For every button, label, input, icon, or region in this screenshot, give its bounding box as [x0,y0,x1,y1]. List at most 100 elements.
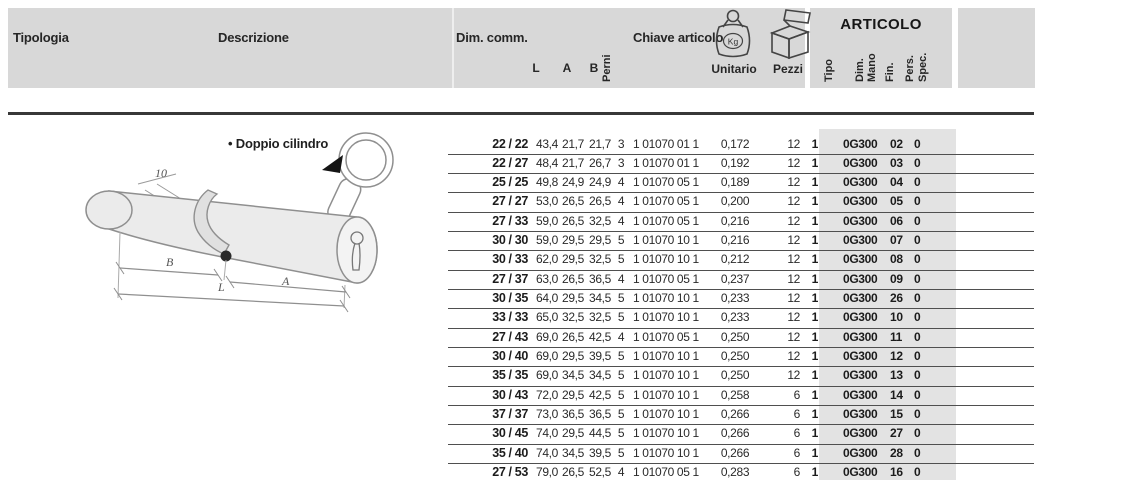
cell-b: 44,5 [589,426,611,441]
table-row: 30 / 30 59,0 29,5 29,5 5 1 01070 10 1 0,… [448,231,1034,252]
cell-article-dim: 11 [890,329,902,344]
table-row: 22 / 22 43,4 21,7 21,7 3 1 01070 01 1 0,… [448,135,1034,155]
cell-article-dim: 08 [890,252,903,267]
table-row: 30 / 33 62,0 29,5 32,5 5 1 01070 10 1 0,… [448,250,1034,271]
cell-size: 27 / 33 [492,213,528,228]
cell-a: 34,5 [562,445,584,460]
cell-b: 34,5 [589,368,611,383]
cell-article-tipo: 0G300 [843,310,878,325]
cell-l: 62,0 [536,252,558,267]
cell-b: 39,5 [589,445,611,460]
table-row: 27 / 37 63,0 26,5 36,5 4 1 01070 05 1 0,… [448,270,1034,291]
cell-article-prefix: 1 [811,213,819,228]
cell-b: 36,5 [589,407,611,422]
cell-article-tipo: 0G300 [843,136,878,151]
cell-chiave-articolo: 1 01070 05 1 [633,329,699,344]
cell-pezzi: 6 [793,445,801,460]
cell-a: 21,7 [562,136,584,151]
cell-article-fin: 0 [914,155,921,170]
header-band-articolo [810,8,952,88]
cell-article-dim: 12 [890,349,903,364]
cell-unitario: 0,266 [720,426,750,441]
cell-b: 32,5 [589,252,611,267]
weight-kg-icon: Kg [715,9,751,58]
cell-article-prefix: 1 [811,310,819,325]
cell-chiave-articolo: 1 01070 01 1 [633,155,699,170]
cell-size: 25 / 25 [492,175,528,190]
cell-a: 26,5 [562,271,584,286]
table-row: 30 / 35 64,0 29,5 34,5 5 1 01070 10 1 0,… [448,289,1034,310]
cell-l: 64,0 [536,291,558,306]
cell-pezzi: 6 [793,465,801,480]
cell-unitario: 0,258 [720,387,750,402]
cell-article-dim: 15 [890,407,903,422]
cell-b: 32,5 [589,310,611,325]
cell-size: 27 / 53 [492,465,528,480]
cell-l: 48,4 [536,155,558,170]
cell-chiave-articolo: 1 01070 10 1 [633,407,699,422]
column-header-perni: Perni [601,54,613,82]
cell-article-fin: 0 [914,233,921,248]
cell-perni: 5 [617,368,625,383]
cell-unitario: 0,250 [720,329,750,344]
cell-chiave-articolo: 1 01070 10 1 [633,291,699,306]
cell-article-dim: 04 [890,175,903,190]
header-column-separator [452,8,454,88]
cell-article-dim: 14 [890,387,903,402]
cell-article-fin: 0 [914,465,921,480]
cell-article-tipo: 0G300 [843,368,878,383]
cell-chiave-articolo: 1 01070 05 1 [633,213,699,228]
cell-a: 26,5 [562,194,584,209]
cell-article-dim: 16 [890,465,903,480]
dim-label-l: L [217,280,225,294]
cell-b: 52,5 [589,465,611,480]
cell-size: 35 / 40 [492,445,528,460]
cell-article-tipo: 0G300 [843,349,878,364]
cell-l: 59,0 [536,233,558,248]
cell-perni: 5 [617,349,625,364]
column-header-a: A [562,61,572,75]
cell-b: 24,9 [589,175,611,190]
cell-pezzi: 12 [787,271,800,286]
cell-perni: 4 [617,194,625,209]
table-row: 35 / 40 74,0 34,5 39,5 5 1 01070 10 1 0,… [448,444,1034,465]
cell-l: 79,0 [536,465,558,480]
cell-article-dim: 28 [890,445,903,460]
cell-b: 42,5 [589,387,611,402]
cell-article-tipo: 0G300 [843,271,878,286]
cell-perni: 4 [617,465,625,480]
cell-size: 22 / 27 [492,155,528,170]
cell-chiave-articolo: 1 01070 10 1 [633,233,699,248]
cell-b: 26,5 [589,194,611,209]
cell-perni: 5 [617,426,625,441]
cell-article-prefix: 1 [811,426,819,441]
cell-unitario: 0,250 [720,368,750,383]
cell-size: 27 / 27 [492,194,528,209]
table-row: 27 / 33 59,0 26,5 32,5 4 1 01070 05 1 0,… [448,212,1034,233]
cell-article-fin: 0 [914,175,921,190]
cell-chiave-articolo: 1 01070 10 1 [633,252,699,267]
cell-article-tipo: 0G300 [843,252,878,267]
cell-a: 21,7 [562,155,584,170]
cell-a: 24,9 [562,175,584,190]
cell-article-fin: 0 [914,349,921,364]
cell-article-fin: 0 [914,271,921,286]
cell-b: 32,5 [589,213,611,228]
table-row: 37 / 37 73,0 36,5 36,5 5 1 01070 10 1 0,… [448,405,1034,426]
cell-perni: 4 [617,329,625,344]
cell-a: 29,5 [562,291,584,306]
cylinder-diagram: 10 B A L [85,132,394,313]
cell-pezzi: 12 [787,368,800,383]
cell-article-fin: 0 [914,136,921,151]
cell-perni: 3 [617,155,625,170]
cell-unitario: 0,192 [720,155,750,170]
cell-article-dim: 09 [890,271,903,286]
cell-article-prefix: 1 [811,194,819,209]
table-row: 27 / 53 79,0 26,5 52,5 4 1 01070 05 1 0,… [448,463,1034,480]
cell-pezzi: 12 [787,310,800,325]
header-rule [8,112,1034,115]
cell-l: 49,8 [536,175,558,190]
cell-unitario: 0,216 [720,233,750,248]
cell-l: 74,0 [536,426,558,441]
column-header-tipo: Tipo [823,58,835,82]
